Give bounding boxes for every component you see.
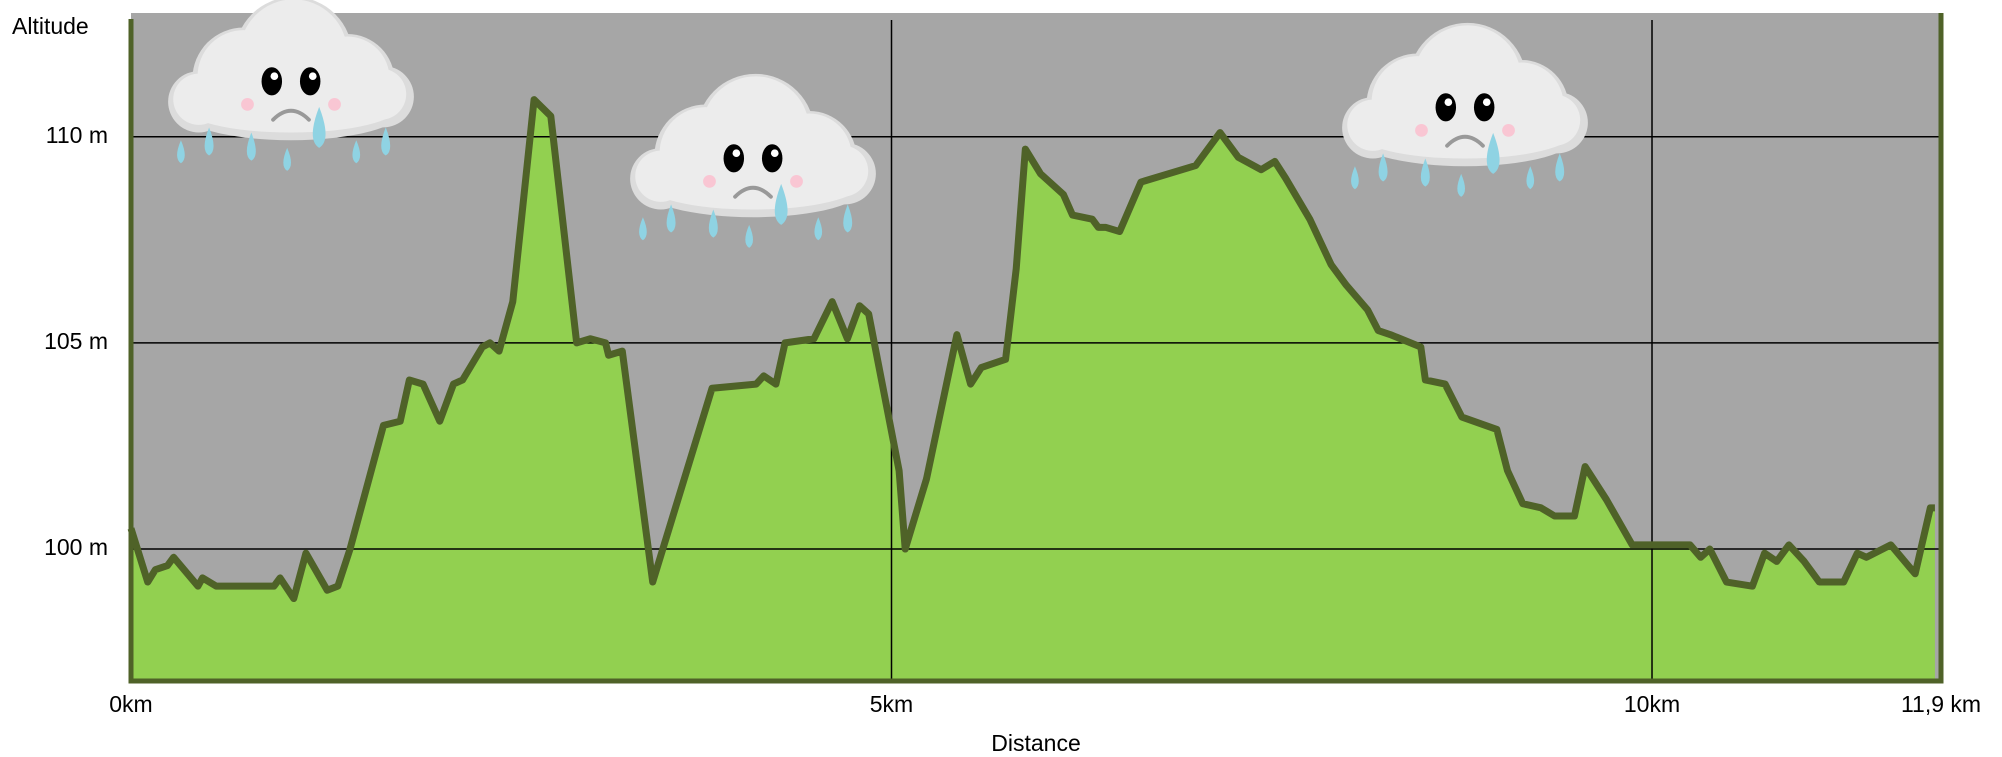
x-tick-label: 11,9 km [1901,691,1981,717]
x-axis-title: Distance [991,730,1080,756]
y-axis-title: Altitude [12,13,89,39]
y-tick-label: 110 m [46,122,108,148]
y-tick-label: 105 m [44,328,108,354]
y-tick-label: 100 m [44,534,108,560]
x-tick-label: 0km [109,691,152,717]
x-tick-label: 5km [870,691,913,717]
page: Altitude Distance 100 m 105 m 110 m 0km 5km 1… [0,0,2002,757]
x-tick-label: 10km [1624,691,1680,717]
chart: Altitude Distance 100 m 105 m 110 m 0km 5km 1… [0,0,2002,757]
